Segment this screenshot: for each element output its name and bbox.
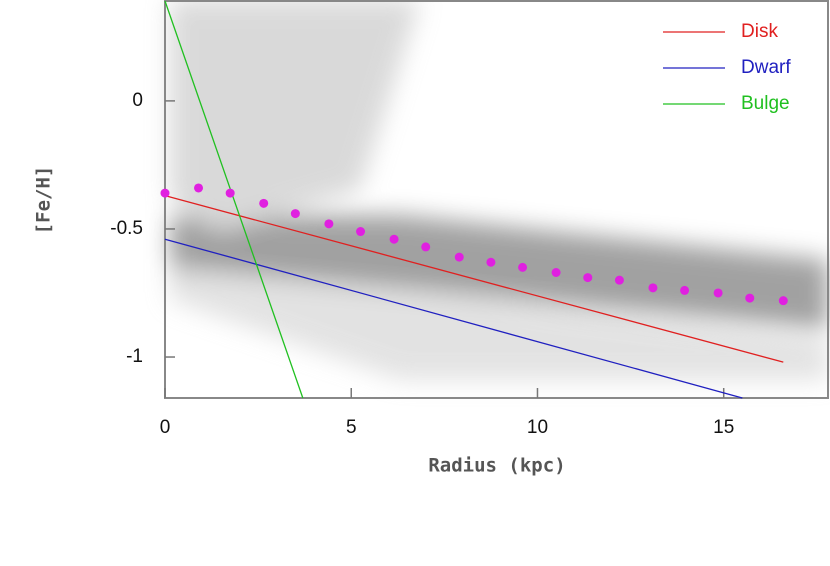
scatter-point (778, 296, 788, 306)
scatter-point (324, 219, 334, 229)
density-background (170, 0, 828, 380)
scatter-point (680, 285, 690, 295)
scatter-point (486, 257, 496, 267)
legend-label: Bulge (741, 93, 790, 114)
y-axis-title: [Fe/H] (33, 166, 55, 235)
legend-label: Disk (741, 21, 778, 42)
series-line (164, 0, 304, 399)
legend-label: Dwarf (741, 57, 791, 78)
scatter-point (290, 209, 300, 219)
y-tick-label: -0.5 (110, 218, 143, 239)
scatter-point (614, 275, 624, 285)
scatter-point (745, 293, 755, 303)
scatter-point (259, 198, 269, 208)
scatter-point (518, 262, 528, 272)
scatter-point (648, 283, 658, 293)
y-tick-label: 0 (132, 90, 143, 111)
x-axis-title: Radius (kpc) (428, 455, 565, 477)
scatter-point (194, 183, 204, 193)
x-tick-label: 15 (713, 417, 734, 438)
scatter-point (356, 227, 366, 237)
scatter-point (454, 252, 464, 262)
plot-frame (164, 0, 829, 399)
scatter-point (225, 188, 235, 198)
scatter-point (421, 242, 431, 252)
y-tick-label: -1 (126, 346, 143, 367)
x-tick-label: 0 (160, 417, 171, 438)
scatter-point (583, 273, 593, 283)
x-tick-label: 10 (527, 417, 548, 438)
scatter-point (713, 288, 723, 298)
series-line (164, 195, 784, 363)
scatter-point (160, 188, 170, 198)
scatter-point (389, 234, 399, 244)
series-line (164, 238, 743, 399)
scatter-point (551, 267, 561, 277)
x-tick-label: 5 (346, 417, 357, 438)
